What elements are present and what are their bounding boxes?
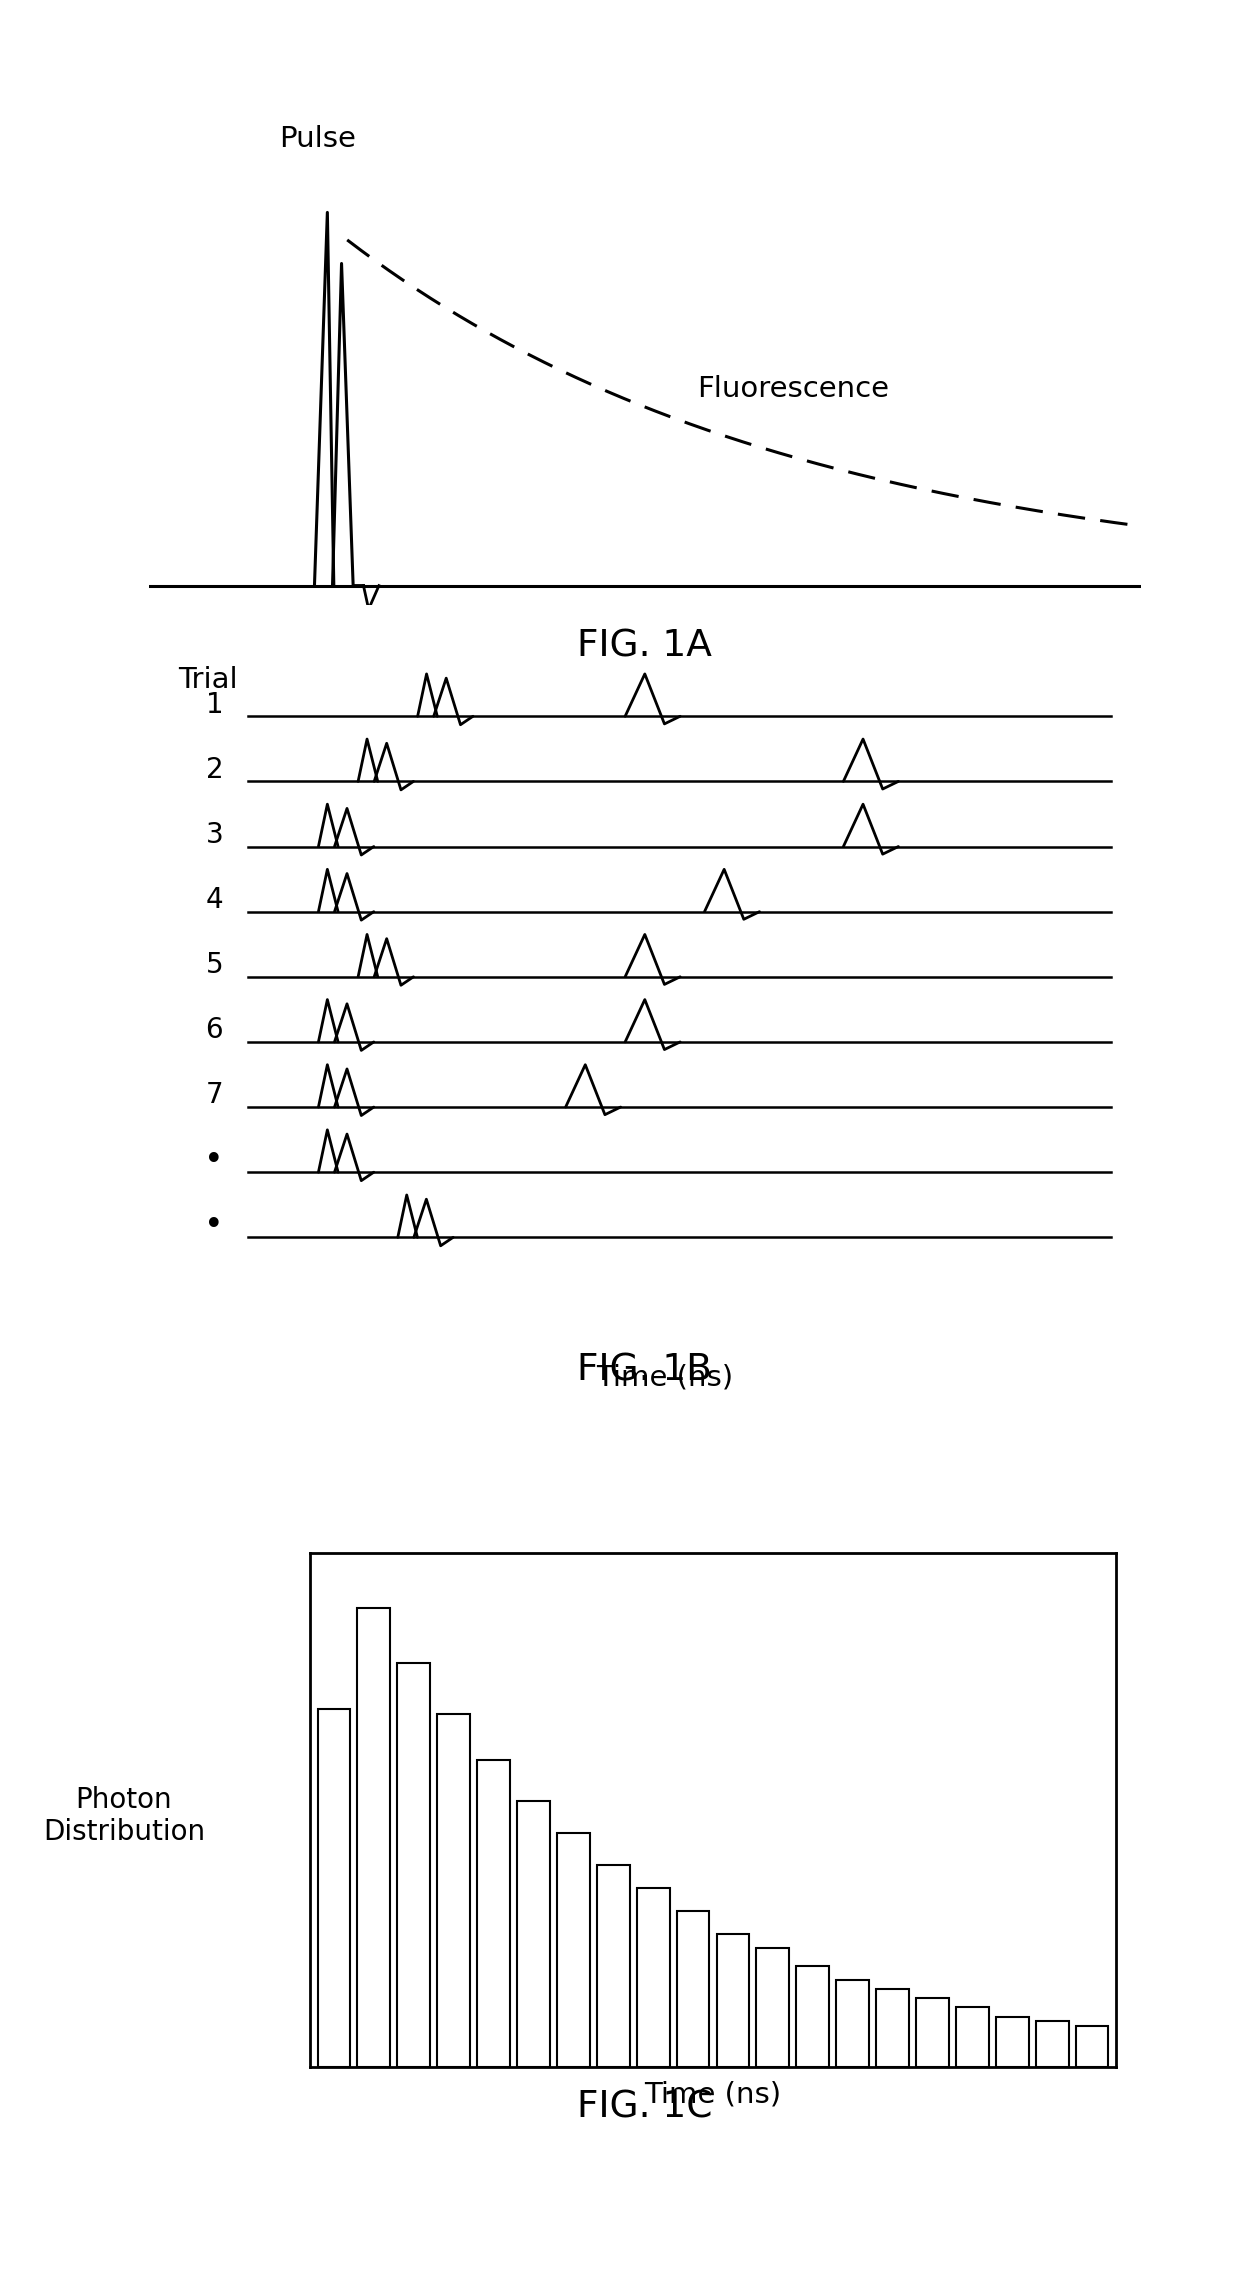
Bar (357, 1608, 391, 2067)
Text: 3: 3 (206, 820, 223, 850)
Text: Fluorescence: Fluorescence (698, 375, 889, 404)
Bar (438, 1713, 470, 2067)
Bar (397, 1663, 430, 2067)
Text: FIG. 1A: FIG. 1A (578, 628, 712, 665)
Text: Trial: Trial (179, 667, 238, 694)
Text: 6: 6 (206, 1016, 223, 1044)
Bar (796, 1967, 830, 2067)
Bar (956, 2008, 988, 2067)
Bar (677, 1912, 709, 2067)
Bar (1075, 2026, 1109, 2067)
Bar (717, 1935, 749, 2067)
Bar (996, 2017, 1029, 2067)
Text: •: • (203, 1144, 223, 1176)
Text: •: • (203, 1208, 223, 1242)
Bar (596, 1866, 630, 2067)
Bar (317, 1708, 351, 2067)
Bar (477, 1759, 510, 2067)
Bar (557, 1834, 590, 2067)
Bar (517, 1800, 549, 2067)
Bar (877, 1989, 909, 2067)
Text: FIG. 1C: FIG. 1C (577, 2090, 713, 2126)
Text: Photon
Distribution: Photon Distribution (43, 1786, 205, 1845)
Text: FIG. 1B: FIG. 1B (578, 1352, 712, 1389)
Text: 5: 5 (206, 950, 223, 980)
Bar (1035, 2021, 1069, 2067)
Text: 2: 2 (206, 756, 223, 783)
Text: Pulse: Pulse (279, 126, 356, 153)
Text: 4: 4 (206, 886, 223, 914)
Bar (637, 1889, 670, 2067)
Bar (756, 1948, 789, 2067)
Text: 1: 1 (206, 690, 223, 719)
Text: 7: 7 (206, 1080, 223, 1110)
X-axis label: Time (ns): Time (ns) (645, 2081, 781, 2108)
Bar (836, 1980, 869, 2067)
Text: Time (ns): Time (ns) (596, 1364, 733, 1391)
Bar (916, 1998, 949, 2067)
